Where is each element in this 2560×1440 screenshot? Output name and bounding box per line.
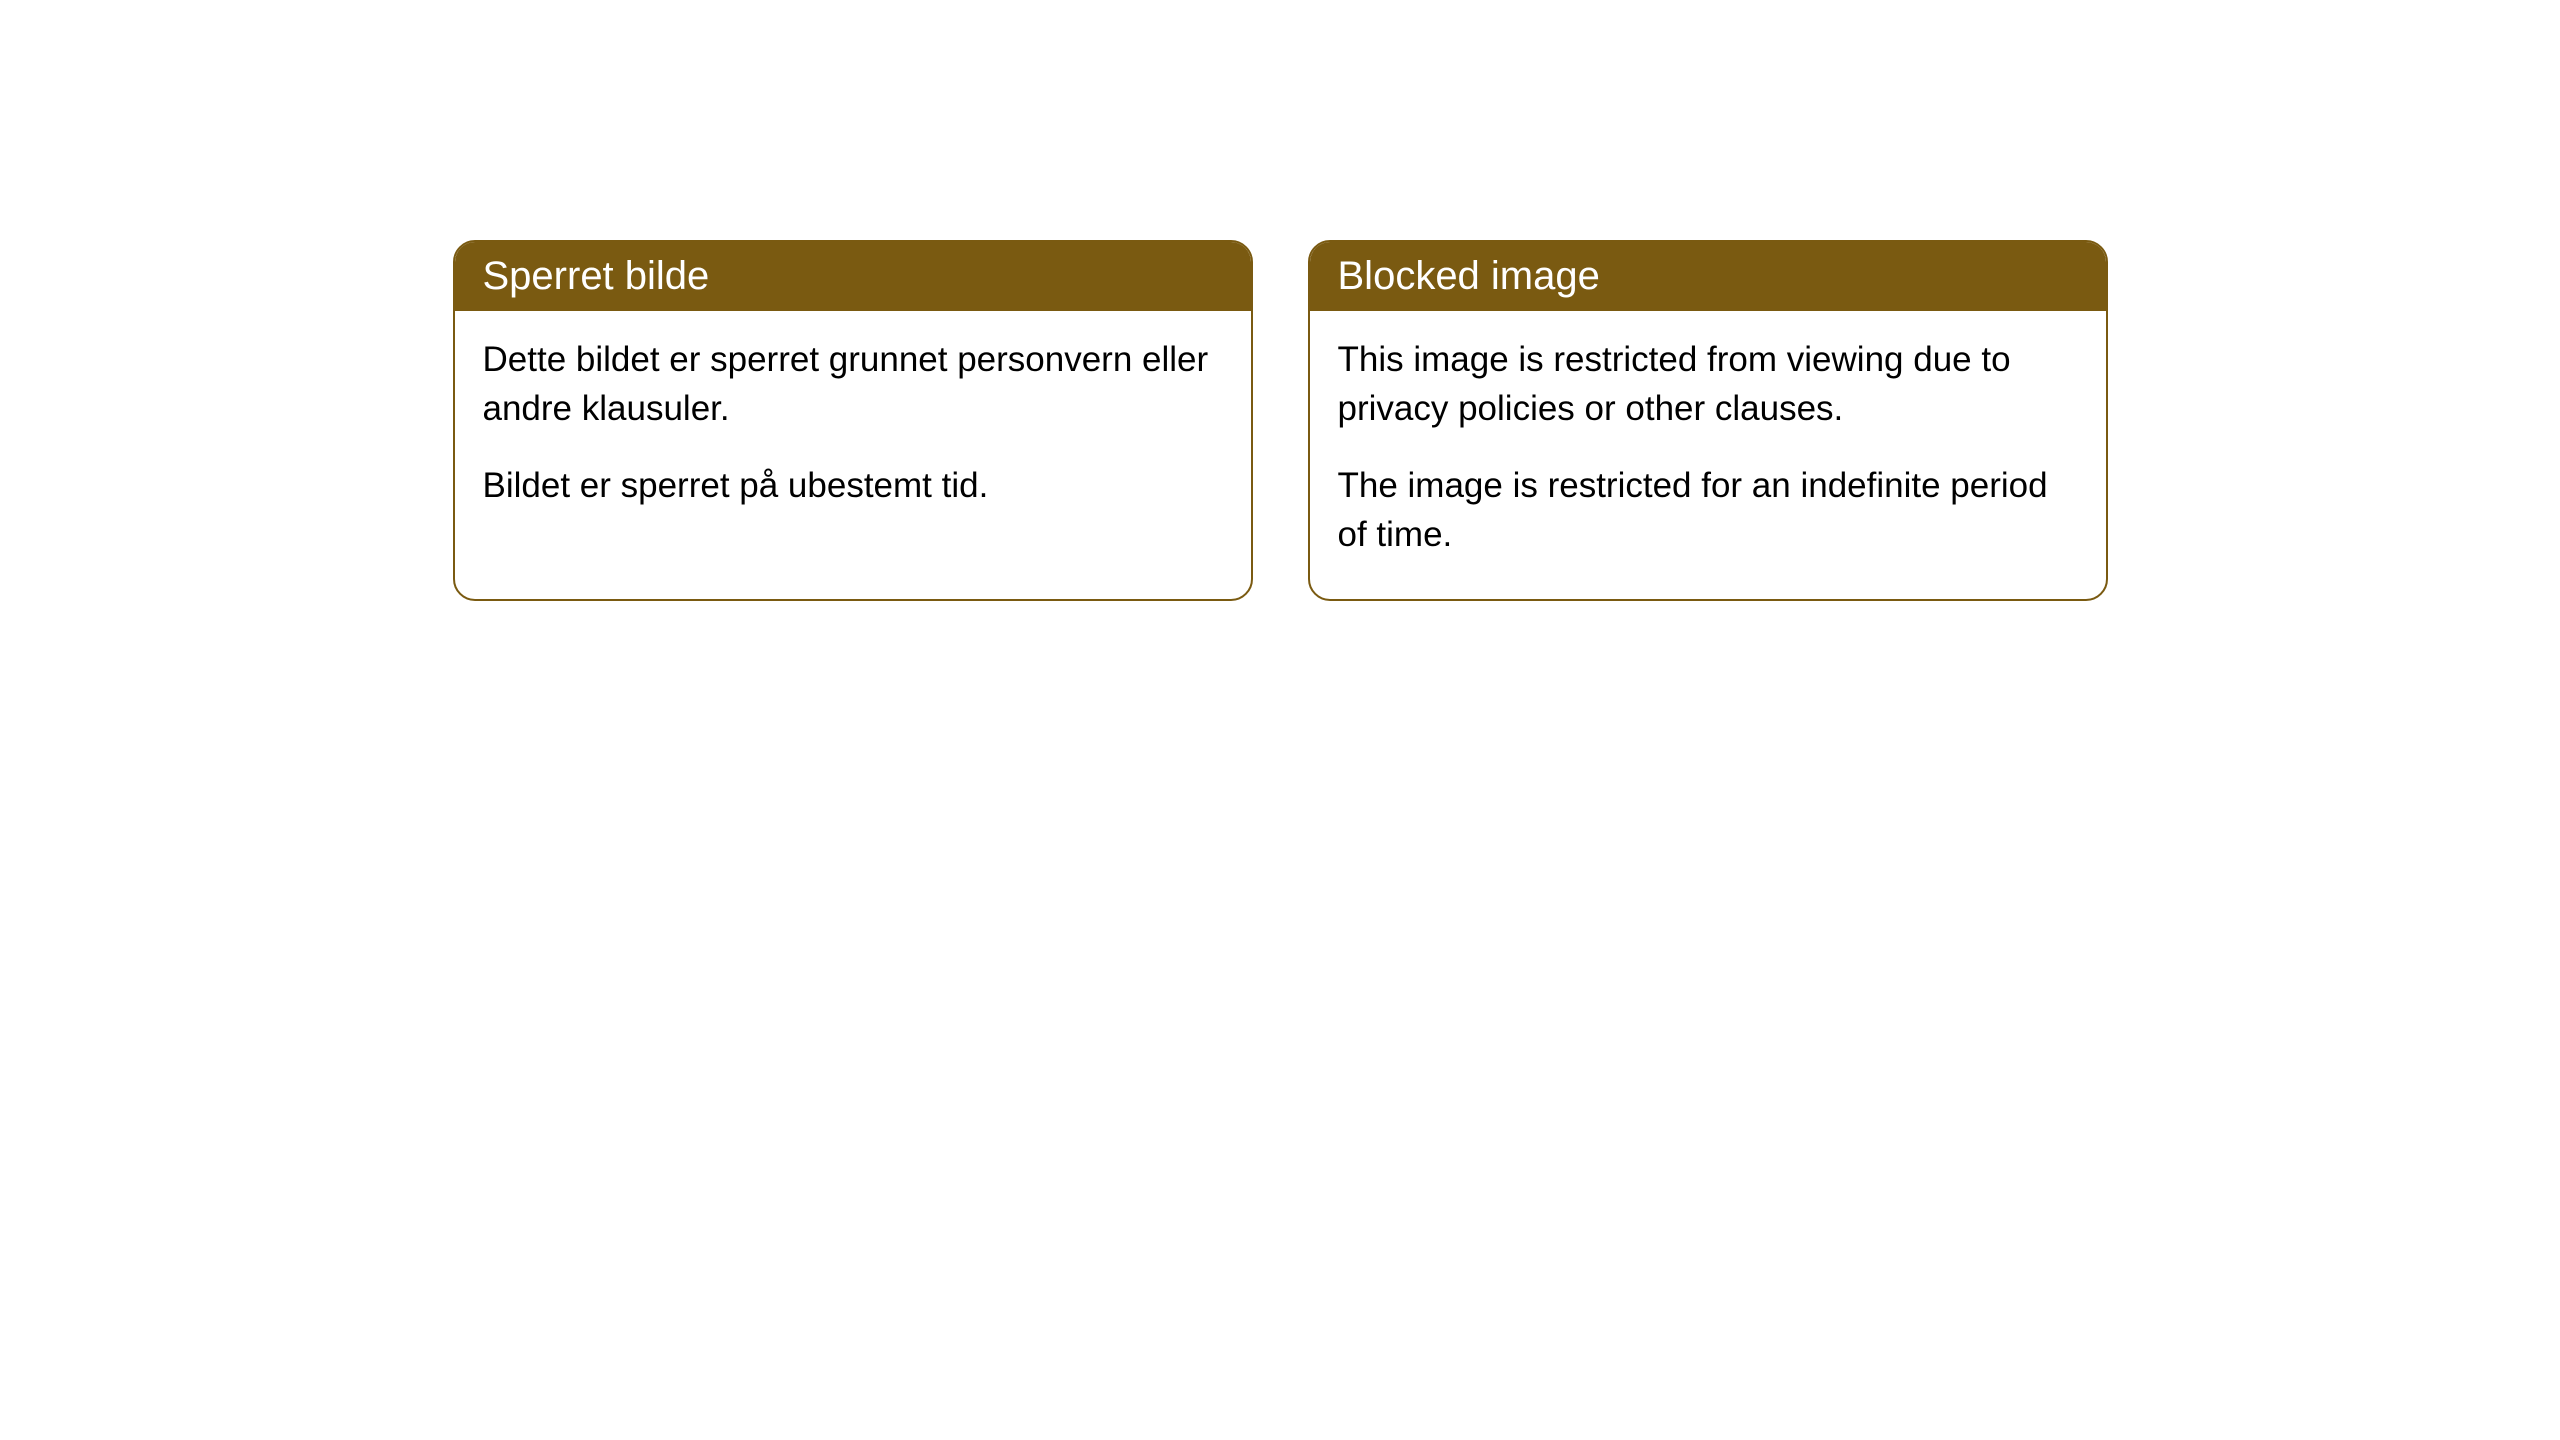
- notice-cards-container: Sperret bilde Dette bildet er sperret gr…: [450, 240, 2110, 601]
- notice-card-norwegian: Sperret bilde Dette bildet er sperret gr…: [453, 240, 1253, 601]
- card-body: This image is restricted from viewing du…: [1310, 311, 2106, 599]
- card-title: Sperret bilde: [483, 254, 710, 298]
- card-paragraph: This image is restricted from viewing du…: [1338, 335, 2078, 433]
- card-header: Blocked image: [1310, 242, 2106, 311]
- card-body: Dette bildet er sperret grunnet personve…: [455, 311, 1251, 550]
- card-title: Blocked image: [1338, 254, 1600, 298]
- card-paragraph: Dette bildet er sperret grunnet personve…: [483, 335, 1223, 433]
- card-paragraph: Bildet er sperret på ubestemt tid.: [483, 461, 1223, 510]
- notice-card-english: Blocked image This image is restricted f…: [1308, 240, 2108, 601]
- card-paragraph: The image is restricted for an indefinit…: [1338, 461, 2078, 559]
- card-header: Sperret bilde: [455, 242, 1251, 311]
